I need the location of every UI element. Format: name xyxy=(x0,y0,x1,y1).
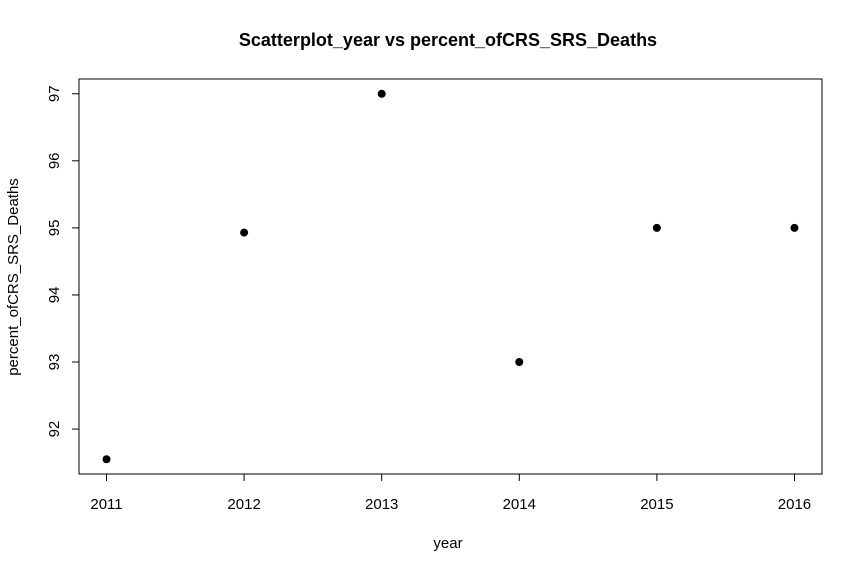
y-tick-label: 93 xyxy=(46,354,63,371)
y-axis-label: percent_ofCRS_SRS_Deaths xyxy=(5,178,22,376)
data-point xyxy=(652,223,661,232)
data-point xyxy=(790,223,799,232)
x-tick-label: 2011 xyxy=(90,496,122,513)
data-point xyxy=(377,89,386,98)
data-point xyxy=(240,228,249,237)
chart-title: Scatterplot_year vs percent_ofCRS_SRS_De… xyxy=(239,30,657,50)
y-tick-label: 97 xyxy=(46,85,63,102)
x-axis-ticks: 2011 2012 2013 2014 2015 2016 xyxy=(90,474,811,513)
x-tick-label: 2012 xyxy=(227,496,260,513)
y-tick-label: 92 xyxy=(46,421,63,438)
x-tick-label: 2015 xyxy=(640,496,673,513)
x-tick-label: 2013 xyxy=(365,496,398,513)
data-point xyxy=(102,455,111,464)
y-tick-label: 96 xyxy=(46,152,63,169)
data-point xyxy=(515,358,524,367)
x-axis-label: year xyxy=(433,535,462,552)
y-axis-ticks: 92 93 94 95 96 97 xyxy=(46,85,79,437)
x-tick-label: 2014 xyxy=(503,496,536,513)
y-tick-label: 94 xyxy=(46,287,63,304)
plot-area xyxy=(78,78,823,475)
x-tick-label: 2016 xyxy=(778,496,811,513)
y-tick-label: 95 xyxy=(46,220,63,237)
data-points xyxy=(102,89,799,464)
